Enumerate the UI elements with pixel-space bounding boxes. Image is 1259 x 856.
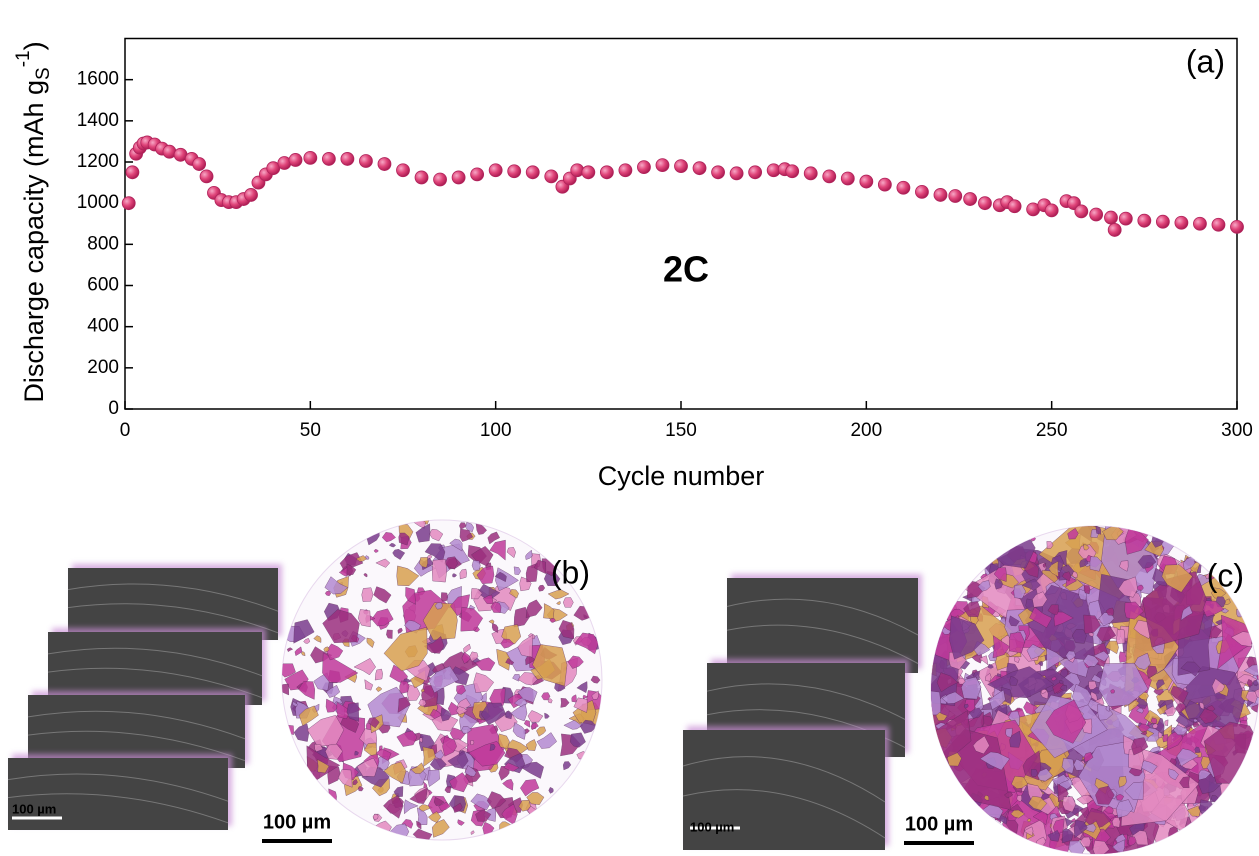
data-point [1175,216,1188,229]
grain [985,517,1035,568]
y-tick-label: 200 [87,357,119,378]
figure: (a) 2C Cycle number Discharge capacity (… [0,0,1259,856]
slice-image [727,578,918,673]
grain [1111,690,1115,694]
data-point [934,188,947,201]
grain [1084,585,1090,594]
data-point [193,158,206,171]
data-point [878,178,891,191]
data-point [415,171,428,184]
data-point [1156,215,1169,228]
data-point [656,159,669,172]
data-point [1104,211,1117,224]
data-point [978,197,991,210]
panel-label: (a) [1186,43,1225,79]
data-point [545,170,558,183]
y-tick-label: 0 [108,398,119,419]
data-point [1231,220,1244,233]
text: 100 µm [690,819,734,834]
chart-a: (a) 2C Cycle number Discharge capacity (… [13,39,1253,492]
data-point [749,166,762,179]
image-panels: (b) (c) 100 µm 100 µm 100 µm 100 µm [8,516,1259,856]
data-point [378,158,391,171]
y-tick-label: 600 [87,275,119,296]
x-tick-label: 50 [300,420,321,441]
data-point [397,164,410,177]
grain [432,559,447,582]
data-point [341,152,354,165]
data-point [200,170,213,183]
grain [400,681,410,694]
grain [362,588,373,602]
x-axis-label: Cycle number [598,461,765,491]
data-point [600,166,613,179]
text: (b) [551,554,590,590]
data-point [508,165,521,178]
y-tick-label: 800 [87,233,119,254]
data-point [359,154,372,167]
grain [1253,680,1257,686]
y-tick-label: 1200 [77,151,119,172]
data-point [712,166,725,179]
data-point [1108,223,1121,236]
text: 100 µm [12,801,56,816]
data-point [489,164,502,177]
data-point [122,197,135,210]
y-tick-label: 400 [87,316,119,337]
data-point [1212,218,1225,231]
data-point [1193,217,1206,230]
data-point [582,166,595,179]
y-axis-label: Discharge capacity (mAh gS-1) [13,41,54,402]
data-point [786,165,799,178]
grain [420,738,423,743]
grain [471,740,474,745]
grain [472,560,480,570]
text: (c) [1207,557,1244,593]
data-point [434,173,447,186]
x-tick-label: 100 [480,420,512,441]
data-point [452,171,465,184]
data-point [245,188,258,201]
grain [925,690,941,715]
data-point [915,185,928,198]
x-tick-label: 0 [120,420,131,441]
x-tick-label: 200 [850,420,882,441]
data-point [964,193,977,206]
data-point [897,181,910,194]
data-point [841,172,854,185]
data-point [1138,214,1151,227]
annotation: 2C [663,249,709,290]
data-point [1075,205,1088,218]
y-tick-label: 1600 [77,69,119,90]
y-tick-label: 1000 [77,192,119,213]
data-point [804,167,817,180]
data-point [1090,208,1103,221]
data-point [1008,200,1021,213]
data-point [1119,212,1132,225]
data-point [730,167,743,180]
x-tick-label: 250 [1036,420,1068,441]
data-point [471,168,484,181]
data-point [860,175,873,188]
data-point [526,166,539,179]
data-point [304,151,317,164]
y-tick-label: 1400 [77,110,119,131]
data-point [675,160,688,173]
data-point [126,166,139,179]
data-point [693,162,706,175]
text: 100 µm [905,813,973,835]
data-point [823,170,836,183]
data-point [1045,204,1058,217]
data-point [637,161,650,174]
grain [441,593,448,602]
data-point [619,164,632,177]
data-point [289,153,302,166]
text: 100 µm [263,811,331,833]
grain [285,725,294,735]
data-point [322,152,335,165]
data-point [949,189,962,202]
x-tick-label: 150 [665,420,697,441]
plot-frame [125,39,1237,410]
x-tick-label: 300 [1221,420,1253,441]
